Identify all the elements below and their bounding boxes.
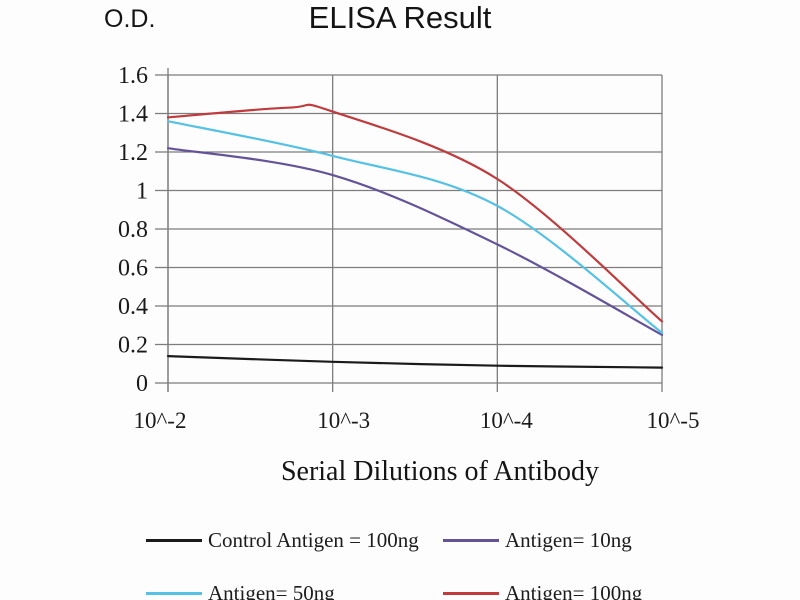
legend-line-swatch-control bbox=[146, 538, 202, 542]
x-axis-label: Serial Dilutions of Antibody bbox=[280, 456, 600, 487]
y-axis-unit-label: O.D. bbox=[104, 5, 156, 33]
legend-item-control-antigen-100ng: Control Antigen = 100ng bbox=[146, 527, 419, 553]
plot-area: 0 0.2 0.4 0.6 0.8 1 1.2 1.4 1.6 10^-2 10^-3 10^-4 10… bbox=[118, 63, 700, 433]
legend-item-antigen-50ng: Antigen= 50ng bbox=[146, 580, 335, 600]
series-line-0 bbox=[166, 355, 664, 369]
legend-label: Antigen= 10ng bbox=[505, 527, 632, 552]
x-tick-label: 10^-5 bbox=[647, 408, 700, 433]
x-tick-label: 10^-2 bbox=[134, 408, 187, 433]
y-tick-label: 1.4 bbox=[118, 102, 148, 128]
y-tick-label: 1.2 bbox=[118, 140, 148, 166]
y-tick-label: 0.6 bbox=[118, 256, 148, 282]
legend-item-antigen-100ng: Antigen= 100ng bbox=[443, 580, 642, 600]
y-tick-label: 0.4 bbox=[118, 294, 148, 320]
series-line-1 bbox=[166, 147, 664, 336]
y-tick-label: 1 bbox=[136, 179, 148, 205]
legend-label: Antigen= 50ng bbox=[208, 580, 335, 600]
y-tick-label: 0 bbox=[136, 371, 148, 397]
y-tick-label: 1.6 bbox=[118, 63, 148, 89]
y-tick-label: 0.8 bbox=[118, 217, 148, 243]
x-tick-label: 10^-3 bbox=[317, 408, 370, 433]
series-line-3 bbox=[166, 103, 664, 323]
x-tick-label: 10^-4 bbox=[480, 408, 533, 433]
legend-item-antigen-10ng: Antigen= 10ng bbox=[443, 527, 632, 553]
series-line-2 bbox=[166, 120, 664, 334]
chart-title: ELISA Result bbox=[308, 0, 492, 35]
legend-line-swatch-100ng bbox=[443, 591, 499, 595]
legend-line-swatch-50ng bbox=[146, 591, 202, 595]
legend-line-swatch-10ng bbox=[443, 538, 499, 542]
y-tick-label: 0.2 bbox=[118, 333, 148, 359]
legend-label: Control Antigen = 100ng bbox=[208, 527, 419, 552]
legend-label: Antigen= 100ng bbox=[505, 580, 643, 600]
